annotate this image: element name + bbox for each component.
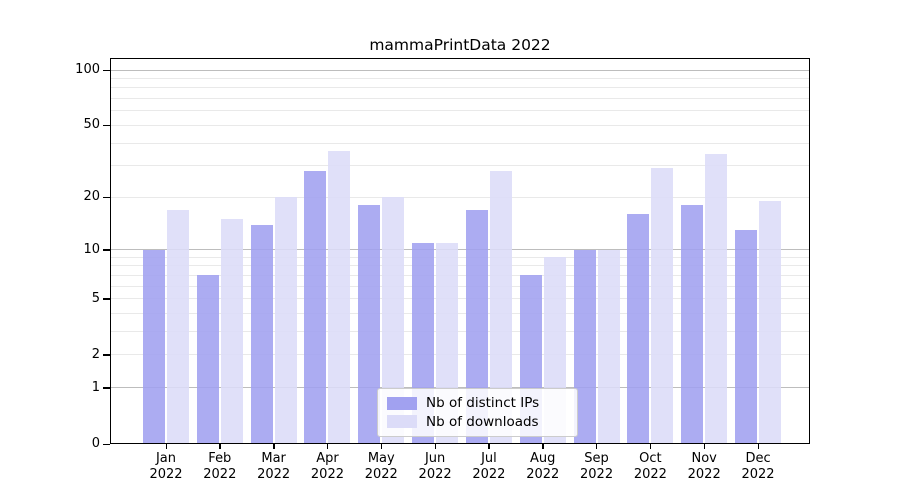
minor-gridline-2 xyxy=(111,354,809,356)
x-tick-mark-sep xyxy=(596,444,598,449)
x-tick-label-oct: Oct 2022 xyxy=(633,451,667,482)
x-tick-label-may: May 2022 xyxy=(364,451,398,482)
bar-ips-apr xyxy=(304,171,327,443)
minor-gridline-50 xyxy=(111,124,809,126)
y-tick-mark-2 xyxy=(103,354,110,356)
major-gridline-100 xyxy=(111,69,809,71)
minor-gridline-9 xyxy=(111,256,809,258)
minor-gridline-80 xyxy=(111,87,809,89)
bar-ips-jan xyxy=(143,249,165,443)
major-gridline-1 xyxy=(111,387,809,389)
legend-label-distinct-ips: Nb of distinct IPs xyxy=(426,395,540,412)
x-tick-mark-jan xyxy=(165,444,167,449)
x-tick-mark-dec xyxy=(757,444,759,449)
bar-ips-feb xyxy=(196,275,219,443)
y-tick-mark-5 xyxy=(103,298,110,300)
x-tick-label-dec: Dec 2022 xyxy=(741,451,775,482)
legend-swatch-distinct-ips xyxy=(387,396,417,410)
y-tick-label-2: 2 xyxy=(91,346,100,362)
bar-ips-jul xyxy=(465,209,488,443)
x-tick-label-nov: Nov 2022 xyxy=(687,451,721,482)
minor-gridline-60 xyxy=(111,110,809,112)
bar-ips-sep xyxy=(573,249,596,443)
x-tick-label-jan: Jan 2022 xyxy=(149,451,183,482)
y-tick-label-20: 20 xyxy=(83,189,100,205)
minor-gridline-20 xyxy=(111,196,809,198)
minor-gridline-3 xyxy=(111,331,809,333)
major-gridline-10 xyxy=(111,249,809,251)
legend-label-downloads: Nb of downloads xyxy=(426,413,539,430)
x-tick-mark-nov xyxy=(703,444,706,449)
x-tick-label-sep: Sep 2022 xyxy=(580,451,614,482)
minor-gridline-8 xyxy=(111,265,809,267)
minor-gridline-40 xyxy=(111,142,809,144)
minor-gridline-6 xyxy=(111,285,809,287)
x-tick-mark-aug xyxy=(542,444,544,449)
x-tick-mark-feb xyxy=(219,444,221,449)
y-tick-label-1: 1 xyxy=(91,379,100,395)
y-tick-mark-1 xyxy=(103,387,110,389)
bar-ips-may xyxy=(358,205,381,443)
bar-downloads-dec xyxy=(759,201,782,443)
bar-downloads-jan xyxy=(167,209,189,443)
y-tick-label-10: 10 xyxy=(83,241,100,257)
bar-ips-oct xyxy=(627,214,650,443)
x-tick-mark-jun xyxy=(434,444,436,449)
legend-item-distinct-ips: Nb of distinct IPs xyxy=(387,394,568,413)
minor-gridline-5 xyxy=(111,298,809,300)
x-tick-mark-oct xyxy=(649,444,652,449)
x-tick-label-feb: Feb 2022 xyxy=(203,451,237,482)
bar-ips-nov xyxy=(681,205,704,443)
x-tick-mark-apr xyxy=(326,444,329,449)
y-tick-mark-100 xyxy=(103,69,110,71)
bar-downloads-mar xyxy=(274,197,297,443)
legend: Nb of distinct IPs Nb of downloads xyxy=(377,388,578,437)
minor-gridline-30 xyxy=(111,165,809,167)
y-tick-label-50: 50 xyxy=(83,117,100,133)
x-tick-label-mar: Mar 2022 xyxy=(257,451,291,482)
x-tick-label-aug: Aug 2022 xyxy=(526,451,560,482)
bar-downloads-jul xyxy=(489,171,512,443)
legend-item-downloads: Nb of downloads xyxy=(387,413,568,432)
minor-gridline-4 xyxy=(111,313,809,315)
chart-title: mammaPrintData 2022 xyxy=(369,36,551,54)
minor-gridline-7 xyxy=(111,274,809,276)
y-tick-mark-50 xyxy=(103,124,110,127)
x-tick-mark-may xyxy=(380,444,383,449)
bar-downloads-sep xyxy=(597,249,620,443)
x-tick-label-jul: Jul 2022 xyxy=(472,451,506,482)
bar-ips-dec xyxy=(735,230,758,443)
x-tick-mark-jul xyxy=(488,444,490,449)
minor-gridline-90 xyxy=(111,77,809,79)
bar-downloads-feb xyxy=(220,219,243,443)
x-tick-mark-mar xyxy=(273,444,275,449)
legend-swatch-downloads xyxy=(387,415,417,429)
y-tick-mark-0 xyxy=(103,443,110,445)
y-tick-mark-20 xyxy=(103,196,110,199)
y-tick-label-0: 0 xyxy=(91,436,100,451)
bar-downloads-oct xyxy=(651,168,674,443)
x-tick-label-apr: Apr 2022 xyxy=(310,451,344,482)
x-tick-label-jun: Jun 2022 xyxy=(418,451,452,482)
bar-ips-mar xyxy=(250,224,273,443)
y-tick-label-100: 100 xyxy=(75,62,100,77)
bar-downloads-apr xyxy=(328,151,351,443)
minor-gridline-70 xyxy=(111,98,809,100)
bar-downloads-nov xyxy=(705,153,728,443)
y-tick-label-5: 5 xyxy=(91,290,100,306)
bar-downloads-may xyxy=(382,197,405,443)
y-tick-mark-10 xyxy=(103,249,110,251)
